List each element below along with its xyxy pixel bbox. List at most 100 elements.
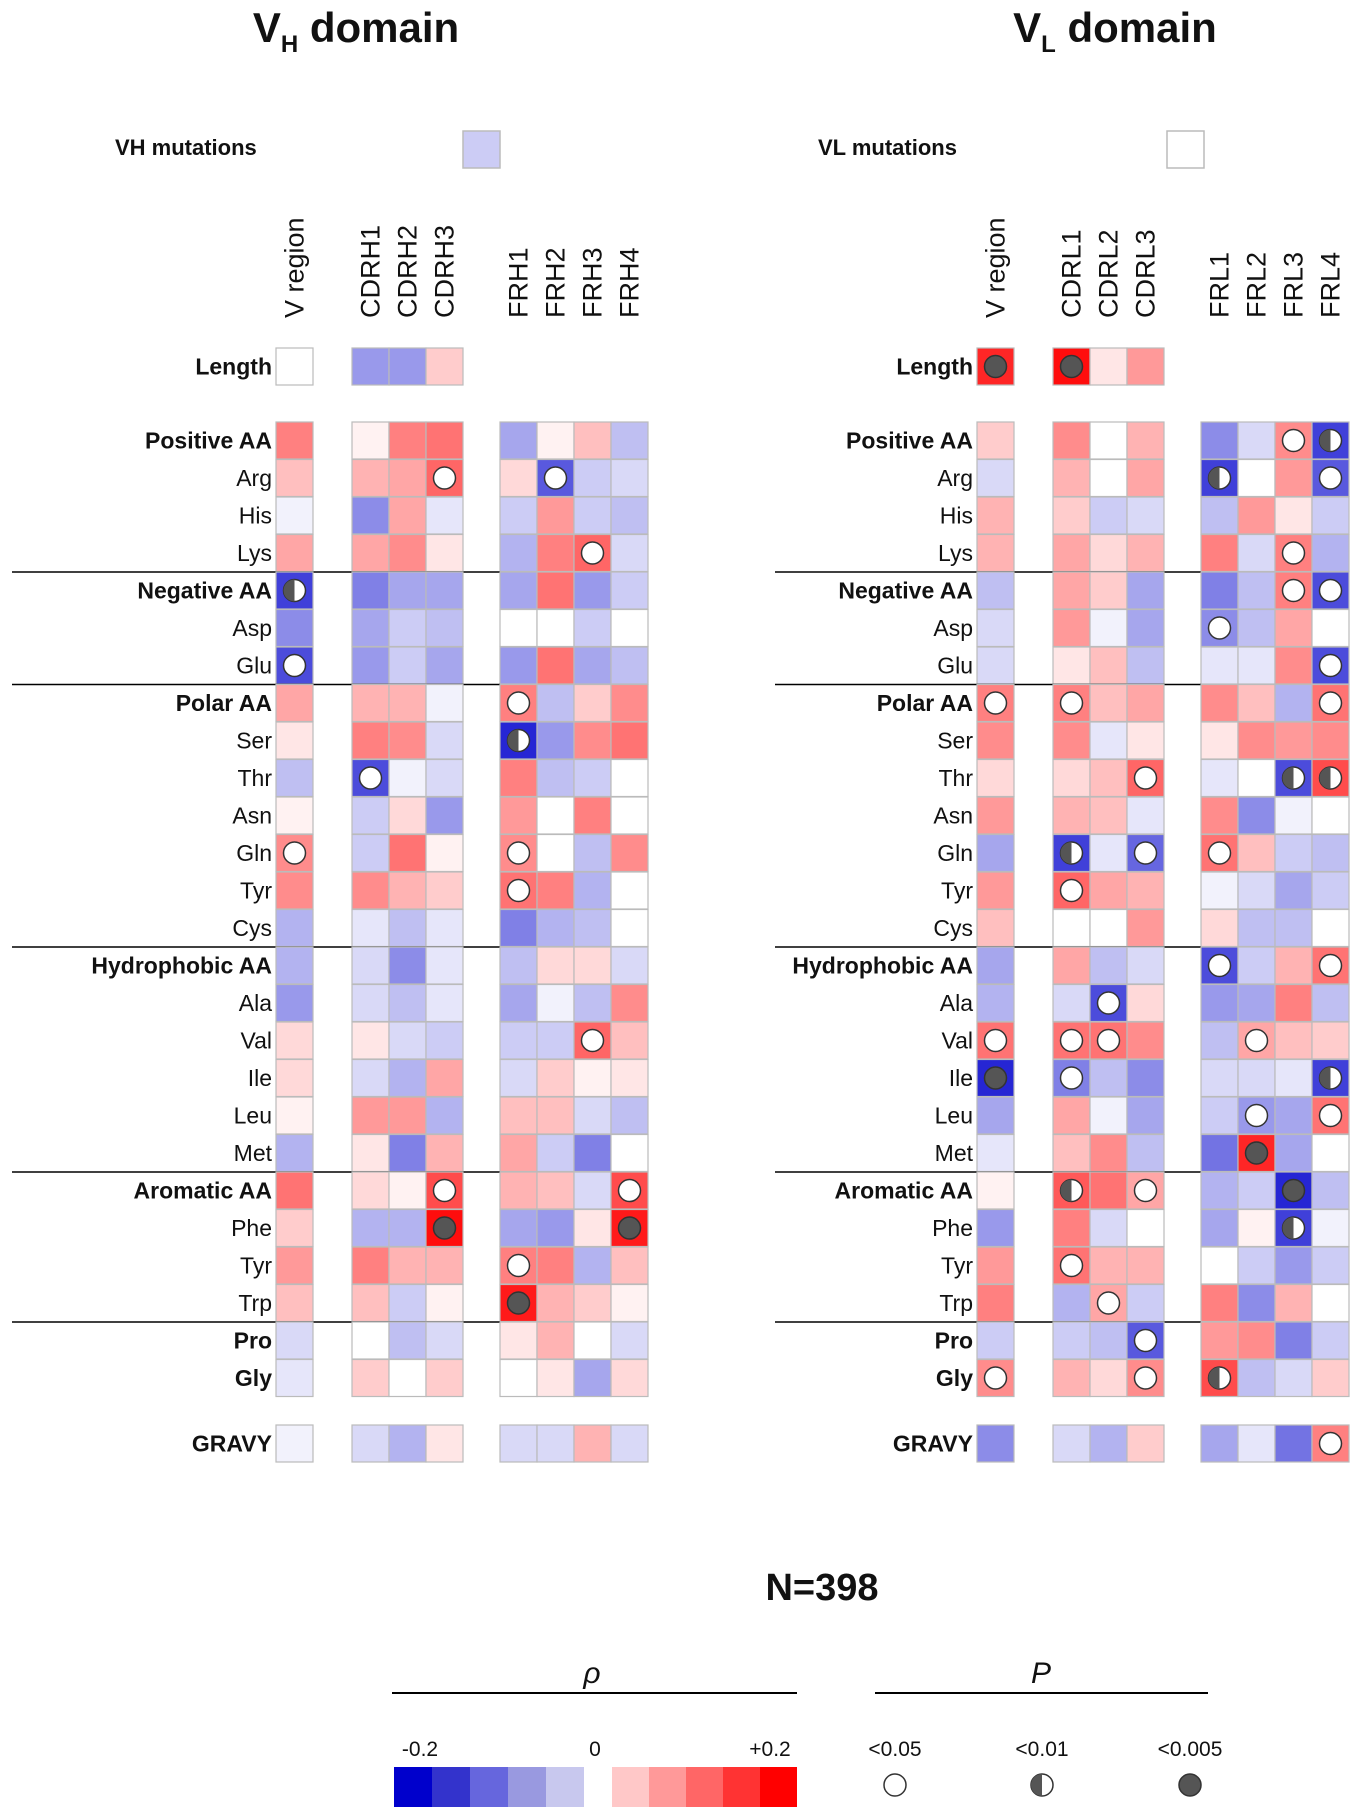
vh-heat-cell: [536, 833, 575, 873]
vh-heat-cell: [388, 1358, 427, 1398]
vl-heat-cell: [1274, 1096, 1313, 1135]
vh-heat-cell: [351, 608, 390, 648]
vl-heat-cell: [1126, 1208, 1165, 1248]
vh-heat-cell: [425, 908, 464, 948]
vl-heat-cell: [976, 608, 1015, 648]
vl-row-label: Trp: [939, 1290, 973, 1316]
vh-heat-cell: [610, 871, 649, 910]
vh-heat-cell: [351, 833, 390, 873]
p-legend-label: <0.05: [868, 1738, 921, 1761]
vh-heat-cell: [351, 421, 390, 460]
vh-heat-cell: [536, 571, 575, 610]
vl-heat-cell: [1311, 871, 1350, 910]
vh-significance-marker: [617, 1216, 642, 1240]
vl-heat-cell: [1274, 1321, 1313, 1360]
vl-heat-cell: [1237, 1321, 1276, 1360]
vl-heat-cell: [1089, 533, 1128, 573]
vl-heat-cell: [1200, 1021, 1239, 1060]
vh-heat-cell: [499, 571, 538, 610]
rho-legend-swatch: [584, 1767, 612, 1807]
vl-panel-title: VL domain: [1013, 4, 1217, 58]
vh-heat-cell: [425, 347, 464, 386]
vl-heat-cell: [1237, 458, 1276, 498]
vh-heat-cell: [425, 571, 464, 610]
vl-heat-cell: [976, 796, 1015, 835]
vh-significance-marker: [506, 1291, 531, 1315]
vh-heat-cell: [351, 946, 390, 985]
vl-row-label: His: [940, 503, 973, 529]
vh-heat-cell: [610, 946, 649, 985]
vh-heat-cell: [536, 1358, 575, 1398]
vl-heat-cell: [1089, 421, 1128, 460]
vh-heat-cell: [499, 1321, 538, 1360]
vl-heat-cell: [1052, 1133, 1091, 1173]
vh-heat-cell: [573, 983, 612, 1023]
vl-row-label: Positive AA: [846, 428, 973, 454]
vh-heat-cell: [610, 1096, 649, 1135]
vl-heat-cell: [1052, 1283, 1091, 1323]
rho-legend-swatch: [470, 1767, 508, 1807]
vl-heat-cell: [1089, 1133, 1128, 1173]
vl-column-label: CDRL1: [1057, 229, 1087, 318]
vl-heat-cell: [1126, 571, 1165, 610]
vl-row-label: Ile: [949, 1065, 973, 1091]
vl-heat-cell: [1089, 946, 1128, 985]
vh-heat-cell: [275, 1021, 314, 1060]
vl-heat-cell: [1274, 1133, 1313, 1173]
vl-heat-cell: [1311, 1021, 1350, 1060]
vl-heat-cell: [1126, 1021, 1165, 1060]
vh-heat-cell: [275, 1246, 314, 1285]
vh-significance-marker: [432, 466, 457, 490]
vl-heat-cell: [1052, 1208, 1091, 1248]
vh-heat-cell: [499, 796, 538, 835]
vh-heat-cell: [275, 533, 314, 573]
vl-heat-cell: [1274, 1058, 1313, 1098]
vl-heat-cell: [1126, 347, 1165, 386]
vh-heat-cell: [388, 458, 427, 498]
vh-heat-cell: [388, 796, 427, 835]
vh-heat-cell: [351, 721, 390, 760]
vl-heat-cell: [1200, 646, 1239, 685]
vl-heat-cell: [1237, 646, 1276, 685]
vh-heat-cell: [610, 458, 649, 498]
vl-heat-cell: [976, 908, 1015, 948]
vl-heat-cell: [1126, 683, 1165, 723]
vl-heat-cell: [1237, 533, 1276, 573]
vh-heat-cell: [275, 983, 314, 1023]
vh-heat-cell: [610, 1424, 649, 1463]
vl-heat-cell: [1237, 496, 1276, 535]
vl-heat-cell: [1311, 833, 1350, 873]
vl-significance-marker-half: [1282, 1217, 1294, 1239]
vl-significance-marker: [1133, 1366, 1158, 1390]
vh-heat-cell: [388, 608, 427, 648]
vh-heat-cell: [275, 347, 314, 386]
vl-significance-marker: [1318, 653, 1343, 678]
rho-legend-swatch: [394, 1767, 432, 1807]
vl-heat-cell: [1089, 908, 1128, 948]
vl-heat-cell: [1200, 683, 1239, 723]
vh-heat-cell: [425, 796, 464, 835]
vh-title-main: V: [253, 4, 281, 51]
vl-heat-cell: [976, 533, 1015, 573]
vl-heat-cell: [976, 1283, 1015, 1323]
vh-heat-cell: [573, 721, 612, 760]
rho-legend-swatch: [432, 1767, 470, 1807]
vl-significance-marker-half: [1319, 1067, 1331, 1089]
vl-heat-cell: [1052, 608, 1091, 648]
vl-heat-cell: [1126, 796, 1165, 835]
vl-heat-cell: [1052, 1424, 1091, 1463]
vh-heat-cell: [536, 796, 575, 835]
vl-heat-cell: [976, 1358, 1015, 1398]
vh-heat-cell: [388, 1424, 427, 1463]
vl-heat-cell: [1200, 1058, 1239, 1098]
vh-heat-cell: [351, 1096, 390, 1135]
vl-significance-marker-half: [1319, 767, 1331, 789]
vl-heat-cell: [1237, 571, 1276, 610]
vl-heat-cell: [1052, 796, 1091, 835]
vl-row-label: Asp: [933, 615, 973, 641]
vh-significance-marker: [432, 1178, 457, 1203]
vh-heat-cell: [275, 721, 314, 760]
vl-significance-marker: [1281, 578, 1306, 603]
vh-row-label: Arg: [236, 465, 272, 491]
vl-heat-cell: [1237, 1208, 1276, 1248]
